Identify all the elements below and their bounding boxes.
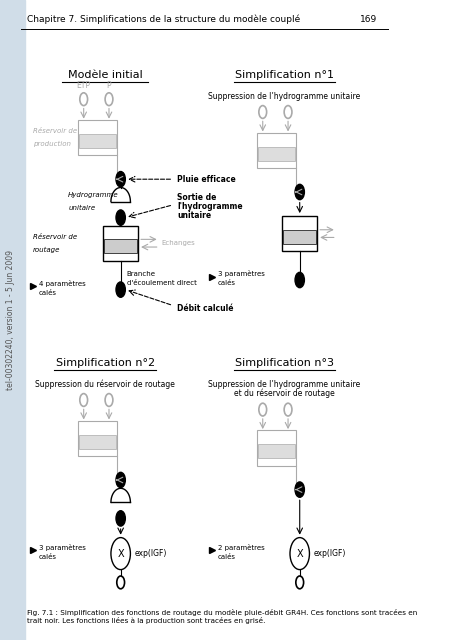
Text: l'hydrogramme: l'hydrogramme (177, 202, 243, 211)
Text: Simplification n°3: Simplification n°3 (235, 358, 334, 368)
Circle shape (116, 282, 125, 298)
Bar (78, 421, 117, 456)
Text: 3 paramètres: 3 paramètres (39, 544, 86, 550)
Text: 169: 169 (360, 15, 377, 24)
Text: 2 paramètres: 2 paramètres (218, 544, 265, 550)
Text: Réservoir de: Réservoir de (33, 234, 77, 240)
Text: Fig. 7.1 : Simplification des fonctions de routage du modèle pluie-débit GR4H. C: Fig. 7.1 : Simplification des fonctions … (27, 609, 418, 624)
Bar (103, 226, 138, 261)
Bar (283, 230, 316, 244)
Text: Echanges: Echanges (162, 240, 195, 246)
Text: Chapitre 7. Simplifications de la structure du modèle couplé: Chapitre 7. Simplifications de la struct… (27, 14, 300, 24)
Circle shape (295, 184, 304, 200)
Text: calés: calés (218, 280, 236, 286)
Text: calés: calés (39, 290, 57, 296)
Text: P: P (106, 81, 111, 90)
Circle shape (295, 273, 304, 288)
Text: Pluie efficace: Pluie efficace (177, 175, 236, 184)
Text: et du réservoir de routage: et du réservoir de routage (234, 388, 334, 398)
Text: 4 paramètres: 4 paramètres (39, 280, 86, 287)
Text: exp(IGF): exp(IGF) (134, 549, 167, 558)
Circle shape (116, 472, 125, 488)
Circle shape (116, 210, 125, 225)
Text: Suppression de l’hydrogramme unitaire: Suppression de l’hydrogramme unitaire (208, 380, 360, 388)
Text: Réservoir de: Réservoir de (33, 128, 77, 134)
Bar (258, 444, 295, 458)
Text: ETP: ETP (77, 81, 91, 90)
Bar (78, 120, 117, 156)
Bar (79, 435, 116, 449)
Text: routage: routage (33, 246, 60, 253)
Bar (258, 147, 295, 161)
Text: calés: calés (218, 554, 236, 560)
Text: Sortie de: Sortie de (177, 193, 217, 202)
Text: Modèle initial: Modèle initial (67, 70, 143, 80)
Text: tel-00302240, version 1 - 5 Jun 2009: tel-00302240, version 1 - 5 Jun 2009 (6, 250, 15, 390)
Text: unitaire: unitaire (177, 211, 211, 220)
Text: production: production (33, 141, 71, 147)
Text: X: X (117, 548, 124, 559)
Bar (257, 133, 296, 168)
Bar (257, 431, 296, 466)
Text: Branche: Branche (126, 271, 155, 276)
Circle shape (295, 482, 304, 497)
Bar (79, 134, 116, 148)
Text: Suppression de l’hydrogramme unitaire: Suppression de l’hydrogramme unitaire (208, 92, 360, 100)
Text: Simplification n°1: Simplification n°1 (235, 70, 334, 80)
Circle shape (116, 511, 125, 526)
Text: 3 paramètres: 3 paramètres (218, 270, 265, 277)
Circle shape (116, 172, 125, 187)
Bar (282, 216, 317, 252)
Text: unitaire: unitaire (68, 205, 95, 211)
Text: Débit calculé: Débit calculé (177, 304, 234, 314)
Text: X: X (296, 548, 303, 559)
Text: d'écoulement direct: d'écoulement direct (126, 280, 197, 286)
Bar (104, 239, 137, 253)
Text: Hydrogramme: Hydrogramme (68, 192, 119, 198)
Text: exp(IGF): exp(IGF) (313, 549, 346, 558)
Text: Simplification n°2: Simplification n°2 (56, 358, 154, 368)
Text: calés: calés (39, 554, 57, 560)
Text: Suppression du réservoir de routage: Suppression du réservoir de routage (35, 380, 175, 389)
